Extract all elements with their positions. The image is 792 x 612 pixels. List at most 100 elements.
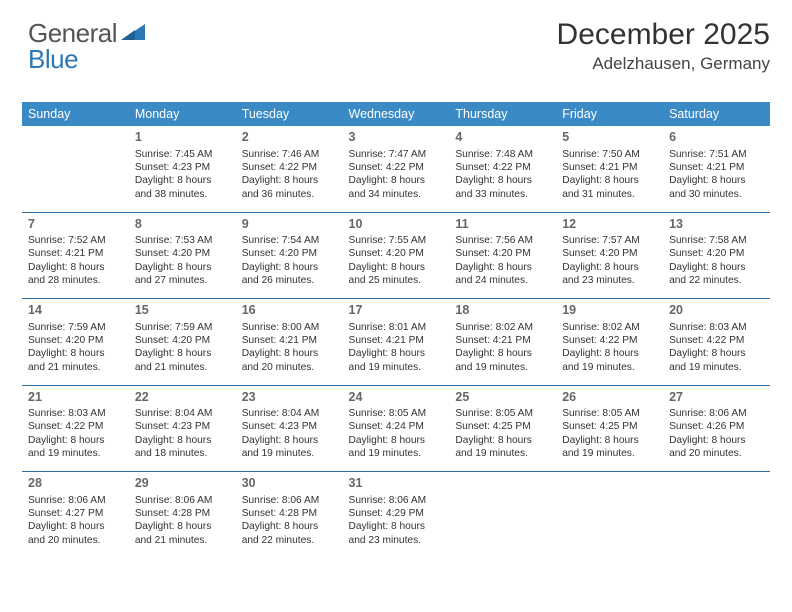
month-title: December 2025 — [557, 18, 770, 52]
calendar-day-cell: 29Sunrise: 8:06 AMSunset: 4:28 PMDayligh… — [129, 472, 236, 558]
calendar-day-cell: 27Sunrise: 8:06 AMSunset: 4:26 PMDayligh… — [663, 386, 770, 472]
day-number: 15 — [135, 302, 230, 319]
sunset-line: Sunset: 4:20 PM — [455, 247, 550, 260]
sunrise-line: Sunrise: 8:06 AM — [669, 407, 764, 420]
day-number: 5 — [562, 129, 657, 146]
weekday-header: Saturday — [663, 102, 770, 126]
location-label: Adelzhausen, Germany — [557, 54, 770, 74]
daylight-line: Daylight: 8 hours and 23 minutes. — [349, 520, 444, 547]
day-number: 20 — [669, 302, 764, 319]
sunset-line: Sunset: 4:20 PM — [135, 334, 230, 347]
daylight-line: Daylight: 8 hours and 20 minutes. — [28, 520, 123, 547]
daylight-line: Daylight: 8 hours and 36 minutes. — [242, 174, 337, 201]
daylight-line: Daylight: 8 hours and 27 minutes. — [135, 261, 230, 288]
calendar-day-cell — [663, 472, 770, 558]
sunset-line: Sunset: 4:22 PM — [562, 334, 657, 347]
sunrise-line: Sunrise: 8:00 AM — [242, 321, 337, 334]
calendar-day-cell: 15 Sunrise: 7:59 AMSunset: 4:20 PMDayligh… — [129, 299, 236, 385]
day-number: 9 — [242, 216, 337, 233]
daylight-line: Daylight: 8 hours and 38 minutes. — [135, 174, 230, 201]
day-number: 17 — [349, 302, 444, 319]
sunrise-line: Sunrise: 7:57 AM — [562, 234, 657, 247]
calendar-day-cell: 14Sunrise: 7:59 AMSunset: 4:20 PMDayligh… — [22, 299, 129, 385]
weekday-header: Thursday — [449, 102, 556, 126]
day-number: 16 — [242, 302, 337, 319]
sunset-line: Sunset: 4:21 PM — [349, 334, 444, 347]
calendar-day-cell — [22, 126, 129, 212]
calendar-day-cell: 19 Sunrise: 8:02 AMSunset: 4:22 PMDayligh… — [556, 299, 663, 385]
sunset-line: Sunset: 4:27 PM — [28, 507, 123, 520]
calendar-day-cell: 26Sunrise: 8:05 AMSunset: 4:25 PMDayligh… — [556, 386, 663, 472]
daylight-line: Daylight: 8 hours and 18 minutes. — [135, 434, 230, 461]
sunset-line: Sunset: 4:22 PM — [28, 420, 123, 433]
calendar-body: 1Sunrise: 7:45 AMSunset: 4:23 PMDaylight… — [22, 126, 770, 558]
weekday-header: Monday — [129, 102, 236, 126]
sunrise-line: Sunrise: 8:02 AM — [562, 321, 657, 334]
calendar-day-cell: 25Sunrise: 8:05 AMSunset: 4:25 PMDayligh… — [449, 386, 556, 472]
calendar-day-cell: 2Sunrise: 7:46 AMSunset: 4:22 PMDaylight… — [236, 126, 343, 212]
sunrise-line: Sunrise: 7:56 AM — [455, 234, 550, 247]
calendar-day-cell: 17Sunrise: 8:01 AMSunset: 4:21 PMDayligh… — [343, 299, 450, 385]
day-number: 31 — [349, 475, 444, 492]
daylight-line: Daylight: 8 hours and 21 minutes. — [135, 520, 230, 547]
sunrise-line: Sunrise: 7:54 AM — [242, 234, 337, 247]
daylight-line: Daylight: 8 hours and 23 minutes. — [562, 261, 657, 288]
daylight-line: Daylight: 8 hours and 21 minutes. — [28, 347, 123, 374]
sunset-line: Sunset: 4:20 PM — [669, 247, 764, 260]
sunset-line: Sunset: 4:21 PM — [28, 247, 123, 260]
calendar-day-cell: 24Sunrise: 8:05 AMSunset: 4:24 PMDayligh… — [343, 386, 450, 472]
calendar-day-cell: 30Sunrise: 8:06 AMSunset: 4:28 PMDayligh… — [236, 472, 343, 558]
calendar-week-row: 14Sunrise: 7:59 AMSunset: 4:20 PMDayligh… — [22, 299, 770, 385]
day-number: 30 — [242, 475, 337, 492]
day-number: 8 — [135, 216, 230, 233]
sunset-line: Sunset: 4:26 PM — [669, 420, 764, 433]
sunrise-line: Sunrise: 7:59 AM — [135, 321, 230, 334]
sunrise-line: Sunrise: 8:04 AM — [135, 407, 230, 420]
sunset-line: Sunset: 4:21 PM — [562, 161, 657, 174]
day-number: 13 — [669, 216, 764, 233]
sunset-line: Sunset: 4:22 PM — [242, 161, 337, 174]
day-number: 1 — [135, 129, 230, 146]
day-number: 27 — [669, 389, 764, 406]
daylight-line: Daylight: 8 hours and 19 minutes. — [669, 347, 764, 374]
brand-line2: Blue — [28, 44, 78, 75]
calendar-day-cell: 3Sunrise: 7:47 AMSunset: 4:22 PMDaylight… — [343, 126, 450, 212]
sunset-line: Sunset: 4:29 PM — [349, 507, 444, 520]
calendar-day-cell: 7Sunrise: 7:52 AMSunset: 4:21 PMDaylight… — [22, 213, 129, 299]
sunrise-line: Sunrise: 7:55 AM — [349, 234, 444, 247]
sunrise-line: Sunrise: 8:05 AM — [455, 407, 550, 420]
day-number: 4 — [455, 129, 550, 146]
calendar-day-cell: 1Sunrise: 7:45 AMSunset: 4:23 PMDaylight… — [129, 126, 236, 212]
daylight-line: Daylight: 8 hours and 34 minutes. — [349, 174, 444, 201]
header: General December 2025 Adelzhausen, Germa… — [22, 18, 770, 74]
day-number: 10 — [349, 216, 444, 233]
sunrise-line: Sunrise: 8:02 AM — [455, 321, 550, 334]
calendar-day-cell: 23Sunrise: 8:04 AMSunset: 4:23 PMDayligh… — [236, 386, 343, 472]
daylight-line: Daylight: 8 hours and 19 minutes. — [242, 434, 337, 461]
day-number: 21 — [28, 389, 123, 406]
day-number: 12 — [562, 216, 657, 233]
calendar-week-row: 1Sunrise: 7:45 AMSunset: 4:23 PMDaylight… — [22, 126, 770, 212]
sunrise-line: Sunrise: 7:59 AM — [28, 321, 123, 334]
sunrise-line: Sunrise: 8:04 AM — [242, 407, 337, 420]
sunset-line: Sunset: 4:23 PM — [242, 420, 337, 433]
day-number: 19 — [562, 302, 657, 319]
sunrise-line: Sunrise: 7:46 AM — [242, 148, 337, 161]
sunrise-line: Sunrise: 8:06 AM — [135, 494, 230, 507]
daylight-line: Daylight: 8 hours and 21 minutes. — [135, 347, 230, 374]
sunset-line: Sunset: 4:23 PM — [135, 161, 230, 174]
day-number: 26 — [562, 389, 657, 406]
calendar-day-cell: 22Sunrise: 8:04 AMSunset: 4:23 PMDayligh… — [129, 386, 236, 472]
daylight-line: Daylight: 8 hours and 20 minutes. — [242, 347, 337, 374]
day-number: 7 — [28, 216, 123, 233]
sunrise-line: Sunrise: 8:06 AM — [349, 494, 444, 507]
sunset-line: Sunset: 4:20 PM — [28, 334, 123, 347]
sunrise-line: Sunrise: 7:48 AM — [455, 148, 550, 161]
calendar-day-cell: 18Sunrise: 8:02 AMSunset: 4:21 PMDayligh… — [449, 299, 556, 385]
daylight-line: Daylight: 8 hours and 19 minutes. — [562, 347, 657, 374]
daylight-line: Daylight: 8 hours and 33 minutes. — [455, 174, 550, 201]
sunset-line: Sunset: 4:20 PM — [135, 247, 230, 260]
daylight-line: Daylight: 8 hours and 22 minutes. — [242, 520, 337, 547]
calendar-day-cell: 31 Sunrise: 8:06 AMSunset: 4:29 PMDayligh… — [343, 472, 450, 558]
calendar-week-row: 28Sunrise: 8:06 AMSunset: 4:27 PMDayligh… — [22, 472, 770, 558]
